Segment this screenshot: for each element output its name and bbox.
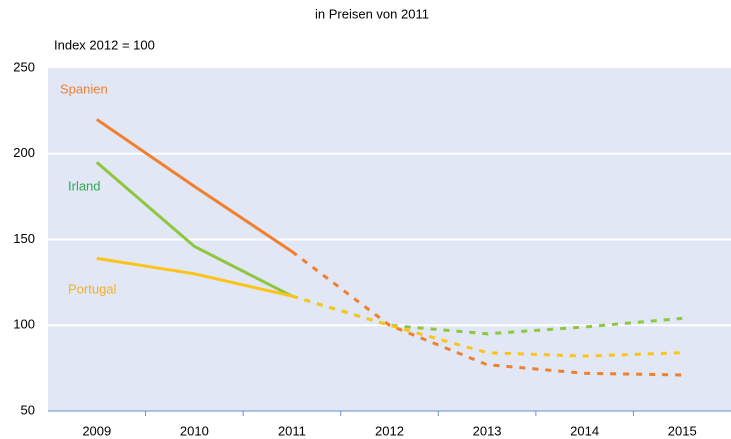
y-axis-label: Index 2012 = 100 [54,37,155,52]
line [95,118,293,253]
legend-label: Spanien [60,81,108,96]
chart-title: in Preisen von 2011 [315,6,429,21]
x-tick-label: 2014 [570,423,599,438]
line-projection [291,250,683,377]
y-tick-label: 150 [13,231,35,246]
legend-label: Portugal [68,281,117,296]
legend-label: Irland [68,178,101,193]
y-tick-label: 200 [13,145,35,160]
y-tick-label: 50 [21,402,35,417]
line [96,256,293,298]
y-tick-label: 250 [13,59,35,74]
x-tick-label: 2009 [82,423,111,438]
x-tick-label: 2012 [375,423,404,438]
x-tick-label: 2010 [180,423,209,438]
x-tick-label: 2011 [278,423,306,438]
x-tick-label: 2015 [668,423,697,438]
y-tick-label: 100 [13,317,35,332]
x-tick-label: 2013 [473,423,502,438]
line-projection [291,294,683,358]
line [95,161,293,298]
